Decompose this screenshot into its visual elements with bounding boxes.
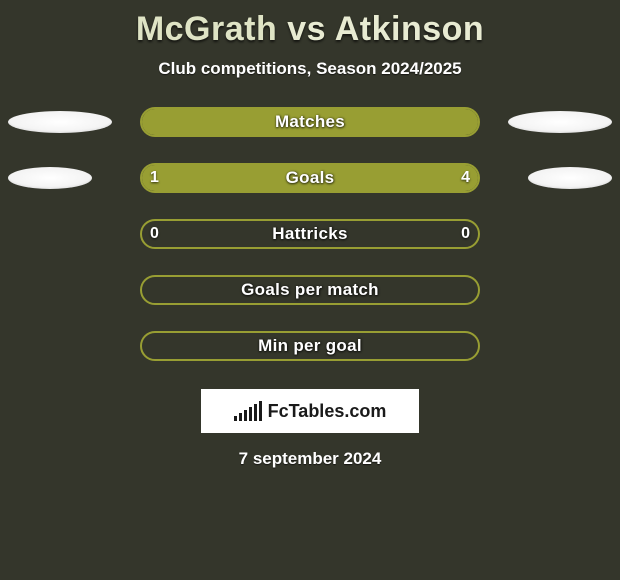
stat-row: Hattricks0 0 bbox=[0, 219, 620, 249]
infographic-root: McGrath vs Atkinson Club competitions, S… bbox=[0, 0, 620, 469]
stat-bar: Hattricks bbox=[140, 219, 480, 249]
left-ellipse bbox=[8, 111, 112, 133]
subtitle: Club competitions, Season 2024/2025 bbox=[0, 59, 620, 79]
stat-value-left: 1 bbox=[150, 169, 159, 187]
left-ellipse bbox=[8, 167, 92, 189]
stat-row: Goals1 4 bbox=[0, 163, 620, 193]
logo-bar-segment bbox=[254, 404, 257, 421]
stat-rows: Matches Goals1 4 Hattricks0 0 Goals per match… bbox=[0, 107, 620, 361]
logo-bar-segment bbox=[239, 413, 242, 421]
stat-row: Min per goal bbox=[0, 331, 620, 361]
bar-fill-right bbox=[209, 165, 478, 191]
comparison-title: McGrath vs Atkinson bbox=[0, 10, 620, 49]
logo-bars-icon bbox=[234, 401, 262, 421]
stat-label: Hattricks bbox=[142, 224, 478, 244]
player-left-name: McGrath bbox=[136, 10, 277, 48]
stat-value-left: 0 bbox=[150, 225, 159, 243]
stat-bar: Goals bbox=[140, 163, 480, 193]
player-right-name: Atkinson bbox=[335, 10, 484, 48]
right-ellipse bbox=[528, 167, 612, 189]
stat-bar: Goals per match bbox=[140, 275, 480, 305]
stat-value-right: 4 bbox=[461, 169, 470, 187]
logo-bar-segment bbox=[244, 410, 247, 421]
stat-row: Goals per match bbox=[0, 275, 620, 305]
logo-bar-segment bbox=[259, 401, 262, 421]
stat-bar: Min per goal bbox=[140, 331, 480, 361]
stat-row: Matches bbox=[0, 107, 620, 137]
bar-fill-left bbox=[142, 109, 478, 135]
stat-label: Min per goal bbox=[142, 336, 478, 356]
logo-box: FcTables.com bbox=[201, 389, 419, 433]
stat-label: Goals per match bbox=[142, 280, 478, 300]
vs-separator: vs bbox=[287, 10, 326, 48]
date-text: 7 september 2024 bbox=[0, 449, 620, 469]
logo-bar-segment bbox=[234, 416, 237, 421]
logo-bar-segment bbox=[249, 407, 252, 421]
right-ellipse bbox=[508, 111, 612, 133]
stat-value-right: 0 bbox=[461, 225, 470, 243]
logo-text: FcTables.com bbox=[268, 401, 387, 422]
stat-bar: Matches bbox=[140, 107, 480, 137]
